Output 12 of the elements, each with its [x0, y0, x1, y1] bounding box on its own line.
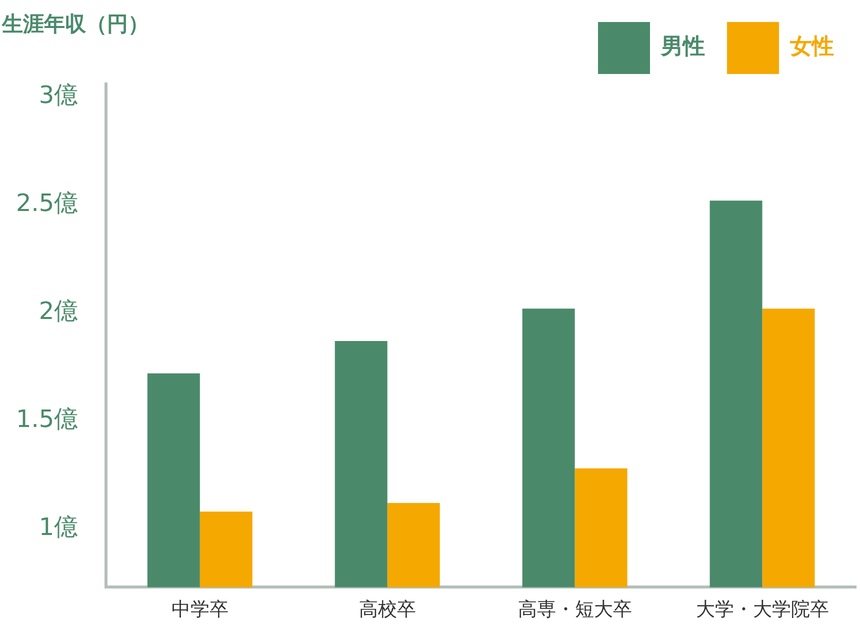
y-tick-label: 2億: [38, 297, 78, 326]
y-axis-title: 生涯年収（円）: [2, 11, 149, 38]
x-tick-label: 大学・大学院卒: [696, 598, 829, 621]
y-tick-label: 1.5億: [16, 405, 78, 434]
legend-label: 女性: [789, 34, 834, 60]
y-tick-label: 1億: [38, 513, 78, 542]
x-tick-label: 中学卒: [171, 598, 228, 621]
x-tick-label: 高専・短大卒: [518, 598, 632, 621]
x-tick-label: 高校卒: [358, 598, 416, 621]
legend-label: 男性: [660, 34, 705, 60]
y-tick-label: 2.5億: [16, 189, 78, 218]
y-tick-label: 3億: [38, 81, 78, 110]
